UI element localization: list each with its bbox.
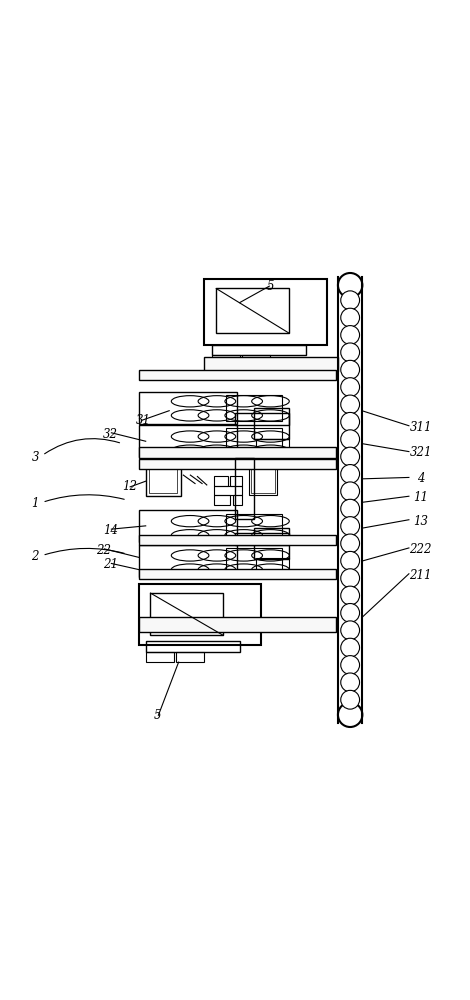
Circle shape [341,586,360,605]
Circle shape [341,291,360,310]
Bar [254,528,289,559]
Text: 311: 311 [409,421,432,434]
Text: 211: 211 [409,569,432,582]
Text: 31: 31 [136,414,151,427]
Bar [139,569,336,579]
Circle shape [341,308,360,327]
Circle shape [341,673,360,692]
Bar [251,469,275,493]
Bar [249,467,277,495]
Bar [204,279,327,345]
Bar [242,355,270,366]
Bar [254,408,289,439]
Circle shape [338,703,362,727]
Circle shape [341,499,360,518]
Bar [212,355,240,366]
Bar [226,548,282,574]
Bar [235,413,289,425]
Circle shape [341,447,360,466]
Text: 12: 12 [122,480,137,493]
Text: 5: 5 [154,709,161,722]
Text: 21: 21 [103,558,118,571]
Bar [235,533,289,545]
Bar [226,514,282,540]
Bar [214,495,230,505]
Bar [216,288,289,333]
Bar [146,641,240,652]
Bar [146,464,181,496]
Bar [149,468,177,493]
Circle shape [338,273,362,297]
Bar [230,476,242,486]
Bar [233,495,242,505]
Circle shape [341,360,360,379]
Text: 13: 13 [413,515,428,528]
Bar [139,584,261,645]
Circle shape [341,621,360,640]
Bar [139,392,237,424]
Text: 3: 3 [31,451,39,464]
Circle shape [341,551,360,570]
Circle shape [341,430,360,449]
Circle shape [341,517,360,535]
Bar [204,357,338,371]
Text: 22: 22 [96,544,111,557]
Circle shape [341,534,360,553]
Bar [139,510,237,542]
Circle shape [341,465,360,483]
Circle shape [341,378,360,396]
Text: 222: 222 [409,543,432,556]
Text: 1: 1 [31,497,39,510]
Circle shape [341,604,360,622]
Circle shape [341,412,360,431]
Bar [256,439,289,458]
Text: 2: 2 [31,550,39,563]
Bar [139,617,336,632]
Text: 4: 4 [417,472,424,485]
Text: 11: 11 [413,491,428,504]
Bar [214,476,228,486]
Text: 32: 32 [103,428,118,441]
Bar [256,558,289,576]
Text: 14: 14 [103,524,118,537]
Circle shape [341,395,360,414]
Bar [150,593,223,635]
Circle shape [341,343,360,362]
Text: 321: 321 [409,446,432,460]
Bar [226,395,282,421]
Bar [226,428,282,454]
Bar [139,447,336,458]
Circle shape [341,656,360,674]
Bar [139,370,336,380]
Bar [146,652,174,662]
Bar [176,652,204,662]
Bar [139,535,336,545]
Bar [212,345,306,355]
Bar [235,458,254,519]
Circle shape [341,482,360,501]
Text: 5: 5 [266,280,274,293]
Circle shape [341,690,360,709]
Bar [139,545,237,577]
Circle shape [341,326,360,344]
Bar [214,486,242,495]
Circle shape [341,569,360,588]
Circle shape [341,638,360,657]
Bar [139,425,237,457]
Bar [139,459,336,469]
